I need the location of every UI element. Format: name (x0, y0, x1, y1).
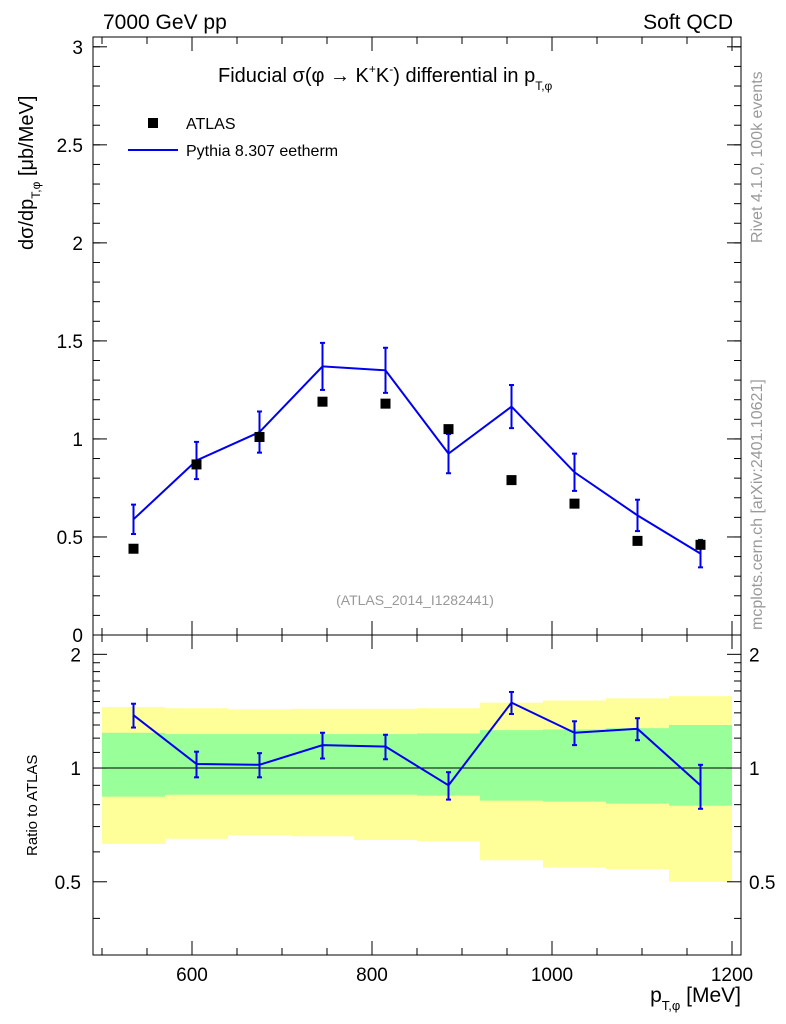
title-prefix: Fiducial σ(φ → K (218, 65, 370, 87)
header-right: Soft QCD (643, 11, 733, 34)
ratio-ticks: 0.5 0.5 1 1 2 2 600 800 1000 1200 (55, 635, 775, 986)
main-y-label-sub: T,φ (29, 181, 43, 198)
main-ytick-label-0: 0 (72, 626, 83, 647)
mcplots-label: mcplots.cern.ch [arXiv:2401.10621] (749, 379, 766, 630)
header-left: 7000 GeV pp (103, 11, 227, 34)
pythia-line (132, 365, 702, 555)
legend: ATLAS Pythia 8.307 eetherm (128, 116, 338, 160)
analysis-watermark: (ATLAS_2014_I1282441) (336, 592, 494, 608)
atlas-point-3 (317, 396, 328, 407)
ratio-pythia-series (131, 690, 703, 810)
atlas-point-2 (254, 431, 265, 442)
atlas-point-1 (191, 459, 202, 470)
atlas-point-9 (695, 539, 706, 550)
legend-marker-atlas (148, 118, 158, 128)
ratio-ytick-label-right-1: 1 (749, 759, 760, 780)
main-ytick-label-3: 1.5 (57, 332, 83, 353)
main-ytick-label-4: 2 (72, 234, 83, 255)
atlas-point-5 (443, 424, 454, 435)
xtick-label-3: 1200 (711, 965, 753, 986)
chart-title: Fiducial σ(φ → K+K-) differential in pT,… (218, 62, 553, 93)
x-label-sub: T,φ (662, 998, 681, 1013)
main-ytick-label-6: 3 (72, 38, 83, 59)
atlas-point-4 (380, 398, 391, 409)
xtick-label-0: 600 (176, 965, 208, 986)
band-inner-6 (480, 730, 543, 801)
atlas-point-8 (632, 535, 643, 546)
x-label-text: p (650, 984, 662, 1007)
main-atlas-series (128, 396, 706, 554)
ratio-ytick-label-right-0: 0.5 (749, 873, 775, 894)
xtick-label-1: 800 (356, 965, 388, 986)
main-pythia-series (131, 341, 703, 569)
legend-label-pythia: Pythia 8.307 eetherm (186, 143, 338, 160)
band-inner-0 (102, 732, 165, 797)
ratio-ytick-label-2: 2 (70, 645, 81, 666)
atlas-point-0 (128, 543, 139, 554)
uncertainty-bands (102, 696, 732, 882)
x-axis-label: pT,φ [MeV] (650, 984, 741, 1013)
ratio-frame (92, 634, 742, 956)
ratio-y-label: Ratio to ATLAS (24, 755, 41, 856)
main-y-label-unit: [μb/MeV] (16, 96, 38, 182)
x-label-unit: [MeV] (680, 984, 741, 1007)
legend-label-atlas: ATLAS (186, 116, 236, 133)
main-ytick-label-1: 0.5 (57, 528, 83, 549)
atlas-point-7 (569, 498, 580, 509)
ratio-line (132, 701, 702, 787)
main-y-label: dσ/dpT,φ [μb/MeV] (16, 96, 43, 250)
main-ticks: 0 0.5 1 1.5 2 2.5 3 (57, 37, 741, 647)
title-suffix: ) differential in p (393, 65, 535, 87)
ratio-ytick-label-0: 0.5 (55, 873, 81, 894)
main-ytick-label-5: 2.5 (57, 136, 83, 157)
xtick-label-2: 1000 (531, 965, 573, 986)
rivet-label: Rivet 4.1.0, 100k events (749, 71, 766, 243)
title-minus: - (389, 62, 393, 76)
atlas-point-6 (506, 475, 517, 486)
title-mid: K (376, 65, 390, 87)
main-y-label-text: dσ/dp (16, 199, 38, 250)
title-plus: + (369, 62, 376, 76)
ratio-ytick-label-right-2: 2 (749, 645, 760, 666)
ratio-ytick-label-1: 1 (70, 759, 81, 780)
title-subscript: T,φ (535, 79, 552, 93)
main-ytick-label-2: 1 (72, 430, 83, 451)
